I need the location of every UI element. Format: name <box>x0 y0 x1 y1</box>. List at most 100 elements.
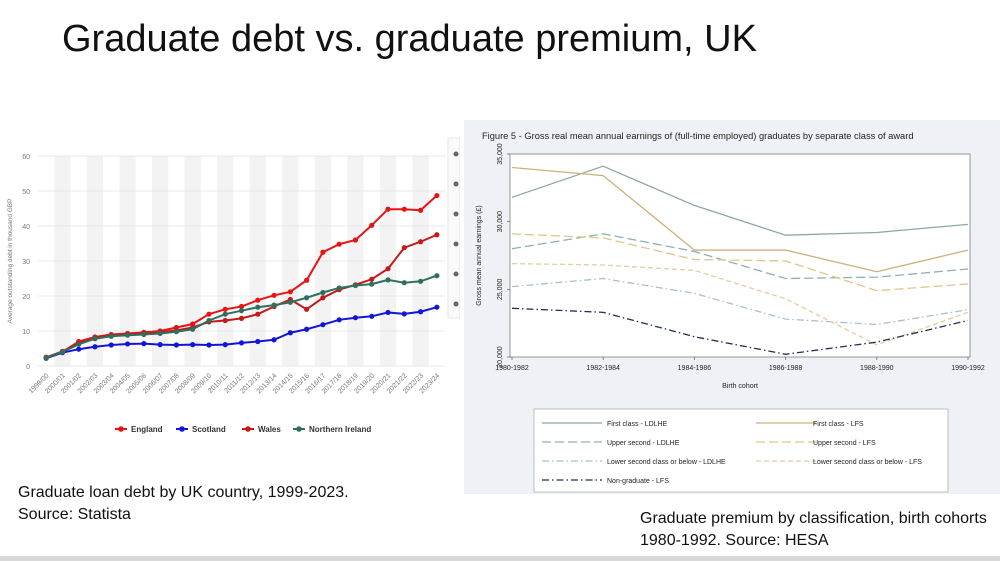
data-point <box>369 281 375 287</box>
data-point <box>124 332 131 338</box>
data-point <box>76 346 82 352</box>
data-point <box>157 330 163 337</box>
data-point <box>108 333 114 339</box>
print-icon <box>453 241 459 247</box>
data-point <box>222 342 228 348</box>
data-point <box>108 342 114 348</box>
data-point <box>417 278 424 284</box>
series-line-england <box>45 194 438 359</box>
data-point <box>206 311 212 317</box>
data-point <box>434 273 440 279</box>
info-icon <box>453 301 459 307</box>
share-icon <box>453 181 459 187</box>
y-axis-label: Gross mean annual earnings (£) <box>476 205 483 305</box>
data-point <box>222 317 228 324</box>
data-point <box>336 317 342 323</box>
legend-label: Upper second - LDLHE <box>607 440 680 447</box>
data-point <box>124 341 131 347</box>
earnings-line-chart: Figure 5 - Gross real mean annual earnin… <box>464 120 1000 494</box>
y-tick-label: 30,000 <box>497 211 504 233</box>
left-chart-caption: Graduate loan debt by UK country, 1999-2… <box>18 484 349 523</box>
series-line-0 <box>511 165 969 236</box>
y-tick-label: 20 <box>22 294 30 301</box>
chart-toolbar <box>447 137 460 319</box>
data-point <box>92 344 98 350</box>
legend-label: Lower second class or below - LFS <box>813 459 922 466</box>
data-point <box>417 309 424 315</box>
data-point <box>304 277 310 283</box>
x-tick-label: 1990-1992 <box>951 365 985 372</box>
y-tick-label: 25,000 <box>497 279 504 301</box>
data-point <box>336 285 342 291</box>
y-axis-label: Average outstanding debt in thousand GBP <box>7 199 14 324</box>
data-point <box>173 342 179 348</box>
data-point <box>434 192 440 199</box>
y-tick-label: 10 <box>22 329 30 336</box>
data-point <box>320 295 326 301</box>
data-point <box>401 206 407 212</box>
legend-label: First class - LDLHE <box>607 421 668 428</box>
data-point <box>255 297 261 303</box>
data-point <box>173 329 179 335</box>
x-axis-label: Birth cohort <box>722 383 758 390</box>
series-line-5 <box>511 262 969 346</box>
right-chart-caption: Graduate premium by classification, birt… <box>640 510 987 549</box>
slide-bottom-bar <box>0 556 1000 561</box>
legend-label: Northern Ireland <box>309 425 371 434</box>
download-icon <box>453 151 459 157</box>
data-point <box>320 322 326 328</box>
toolbar-panel <box>447 137 460 319</box>
data-point <box>76 341 82 347</box>
data-point <box>352 282 359 289</box>
x-tick-label: 1980-1982 <box>495 365 529 372</box>
y-tick-label: 50 <box>22 189 30 196</box>
data-point <box>238 340 245 346</box>
data-point <box>336 241 342 247</box>
data-point <box>157 342 163 348</box>
data-point <box>141 341 147 347</box>
series-line-scotland <box>45 306 438 360</box>
debt-line-chart: 0 10 20 30 40 50 60 Average outstanding debt in… <box>0 128 460 458</box>
data-point <box>385 266 391 272</box>
y-tick-label: 30 <box>22 259 30 266</box>
data-point <box>417 207 424 213</box>
data-point <box>369 313 375 319</box>
data-point <box>352 315 359 321</box>
data-point <box>401 280 407 286</box>
data-point <box>92 336 98 342</box>
data-point <box>352 237 359 243</box>
data-point <box>385 309 391 316</box>
legend-label: Upper second - LFS <box>813 440 876 447</box>
data-point <box>238 303 245 310</box>
data-point <box>320 289 326 296</box>
data-point <box>238 308 245 314</box>
legend-label: Wales <box>258 425 281 434</box>
legend-label: Non-graduate - LFS <box>607 478 669 485</box>
y-tick-label: 0 <box>26 364 30 371</box>
data-point <box>255 304 261 310</box>
data-point <box>369 222 375 228</box>
legend-label: Lower second class or below - LDLHE <box>607 459 726 466</box>
data-point <box>190 342 196 348</box>
data-point <box>385 277 391 283</box>
data-point <box>271 302 277 308</box>
series-line-4 <box>511 277 969 326</box>
data-point <box>434 232 440 238</box>
data-point <box>287 330 293 336</box>
data-point <box>417 239 424 245</box>
y-tick-label: 40 <box>22 224 30 231</box>
fullscreen-icon <box>453 271 459 277</box>
legend-label: Scotland <box>192 425 226 434</box>
data-point <box>304 295 310 301</box>
chart-title: Figure 5 - Gross real mean annual earnin… <box>482 131 913 141</box>
data-point <box>287 289 293 295</box>
data-point <box>43 355 49 361</box>
legend-marker <box>296 426 302 432</box>
settings-icon <box>453 211 459 217</box>
data-point <box>141 331 147 338</box>
x-tick-label: 1984-1986 <box>678 365 712 372</box>
legend-label: England <box>131 425 163 434</box>
series-line-1 <box>511 166 969 273</box>
data-point <box>320 249 326 255</box>
data-point <box>401 311 407 317</box>
